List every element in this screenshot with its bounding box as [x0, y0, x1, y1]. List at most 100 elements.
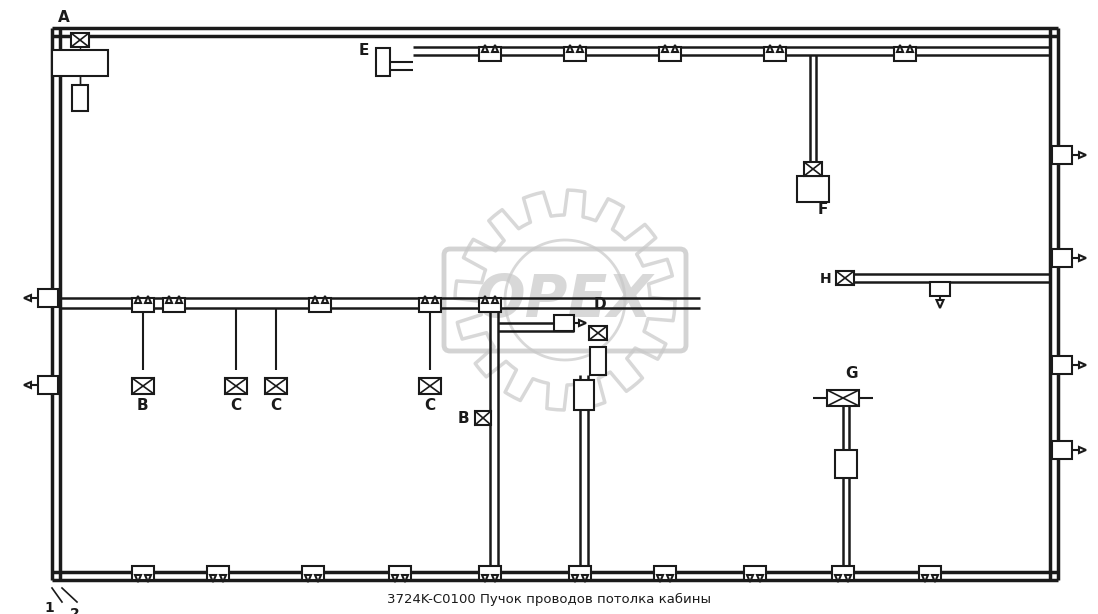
Bar: [834, 450, 858, 478]
Bar: [479, 47, 501, 61]
Bar: [38, 376, 58, 394]
Polygon shape: [315, 575, 321, 582]
Polygon shape: [1079, 362, 1086, 368]
Polygon shape: [422, 296, 428, 303]
Polygon shape: [845, 575, 851, 582]
Bar: [479, 566, 501, 580]
Bar: [376, 48, 390, 76]
Bar: [419, 298, 441, 312]
Polygon shape: [24, 382, 31, 388]
Bar: [569, 566, 591, 580]
Polygon shape: [135, 296, 141, 303]
Bar: [574, 380, 594, 410]
Polygon shape: [305, 575, 311, 582]
Polygon shape: [567, 45, 573, 52]
Bar: [832, 566, 854, 580]
Polygon shape: [747, 575, 753, 582]
Text: H: H: [820, 272, 831, 286]
Polygon shape: [937, 300, 943, 308]
Polygon shape: [322, 296, 328, 303]
Polygon shape: [176, 296, 182, 303]
Bar: [1052, 356, 1072, 374]
Bar: [132, 298, 154, 312]
Polygon shape: [657, 575, 663, 582]
Polygon shape: [834, 575, 841, 582]
Polygon shape: [482, 296, 488, 303]
Bar: [564, 47, 586, 61]
Polygon shape: [932, 575, 938, 582]
Text: C: C: [270, 398, 281, 413]
Polygon shape: [312, 296, 318, 303]
Polygon shape: [666, 575, 673, 582]
Polygon shape: [432, 296, 438, 303]
Polygon shape: [145, 575, 152, 582]
Bar: [265, 378, 287, 394]
Bar: [1052, 146, 1072, 164]
Bar: [654, 566, 676, 580]
Polygon shape: [1079, 447, 1086, 453]
Polygon shape: [392, 575, 397, 582]
Polygon shape: [166, 296, 172, 303]
Polygon shape: [145, 296, 152, 303]
Bar: [475, 411, 491, 425]
Polygon shape: [24, 295, 31, 301]
Polygon shape: [210, 575, 216, 582]
Bar: [479, 298, 501, 312]
Bar: [919, 566, 941, 580]
Polygon shape: [492, 296, 498, 303]
Text: C: C: [424, 398, 435, 413]
Bar: [797, 176, 829, 202]
Polygon shape: [578, 45, 583, 52]
Polygon shape: [482, 45, 488, 52]
Polygon shape: [757, 575, 763, 582]
Polygon shape: [135, 575, 141, 582]
Text: G: G: [845, 366, 858, 381]
Text: D: D: [594, 297, 606, 312]
Polygon shape: [922, 575, 928, 582]
Bar: [930, 282, 950, 296]
Bar: [827, 390, 859, 406]
Text: 1: 1: [44, 601, 54, 614]
Text: B: B: [137, 398, 148, 413]
Bar: [389, 566, 411, 580]
Bar: [554, 315, 574, 331]
Bar: [132, 566, 154, 580]
Bar: [419, 378, 441, 394]
Bar: [804, 162, 822, 176]
Text: E: E: [359, 43, 369, 58]
Bar: [1052, 249, 1072, 267]
Bar: [52, 50, 108, 76]
Text: B: B: [458, 411, 470, 426]
Text: C: C: [229, 398, 242, 413]
Polygon shape: [662, 45, 668, 52]
Polygon shape: [492, 575, 498, 582]
Polygon shape: [492, 45, 498, 52]
Bar: [163, 298, 184, 312]
Polygon shape: [482, 575, 488, 582]
Bar: [659, 47, 681, 61]
Bar: [38, 289, 58, 307]
Text: 2: 2: [70, 607, 80, 614]
Bar: [132, 378, 154, 394]
Bar: [225, 378, 247, 394]
Polygon shape: [777, 45, 783, 52]
Polygon shape: [402, 575, 408, 582]
Text: F: F: [818, 202, 828, 217]
Polygon shape: [572, 575, 578, 582]
Bar: [1052, 441, 1072, 459]
Text: A: A: [58, 10, 70, 25]
Text: OPEX: OPEX: [477, 271, 653, 328]
Polygon shape: [897, 45, 903, 52]
Polygon shape: [768, 45, 773, 52]
Polygon shape: [1079, 152, 1086, 158]
Bar: [744, 566, 766, 580]
Bar: [764, 47, 786, 61]
Bar: [589, 326, 607, 340]
Bar: [836, 271, 854, 285]
Bar: [894, 47, 916, 61]
Polygon shape: [672, 45, 677, 52]
Bar: [72, 85, 88, 111]
Bar: [309, 298, 330, 312]
Polygon shape: [907, 45, 914, 52]
Bar: [302, 566, 324, 580]
